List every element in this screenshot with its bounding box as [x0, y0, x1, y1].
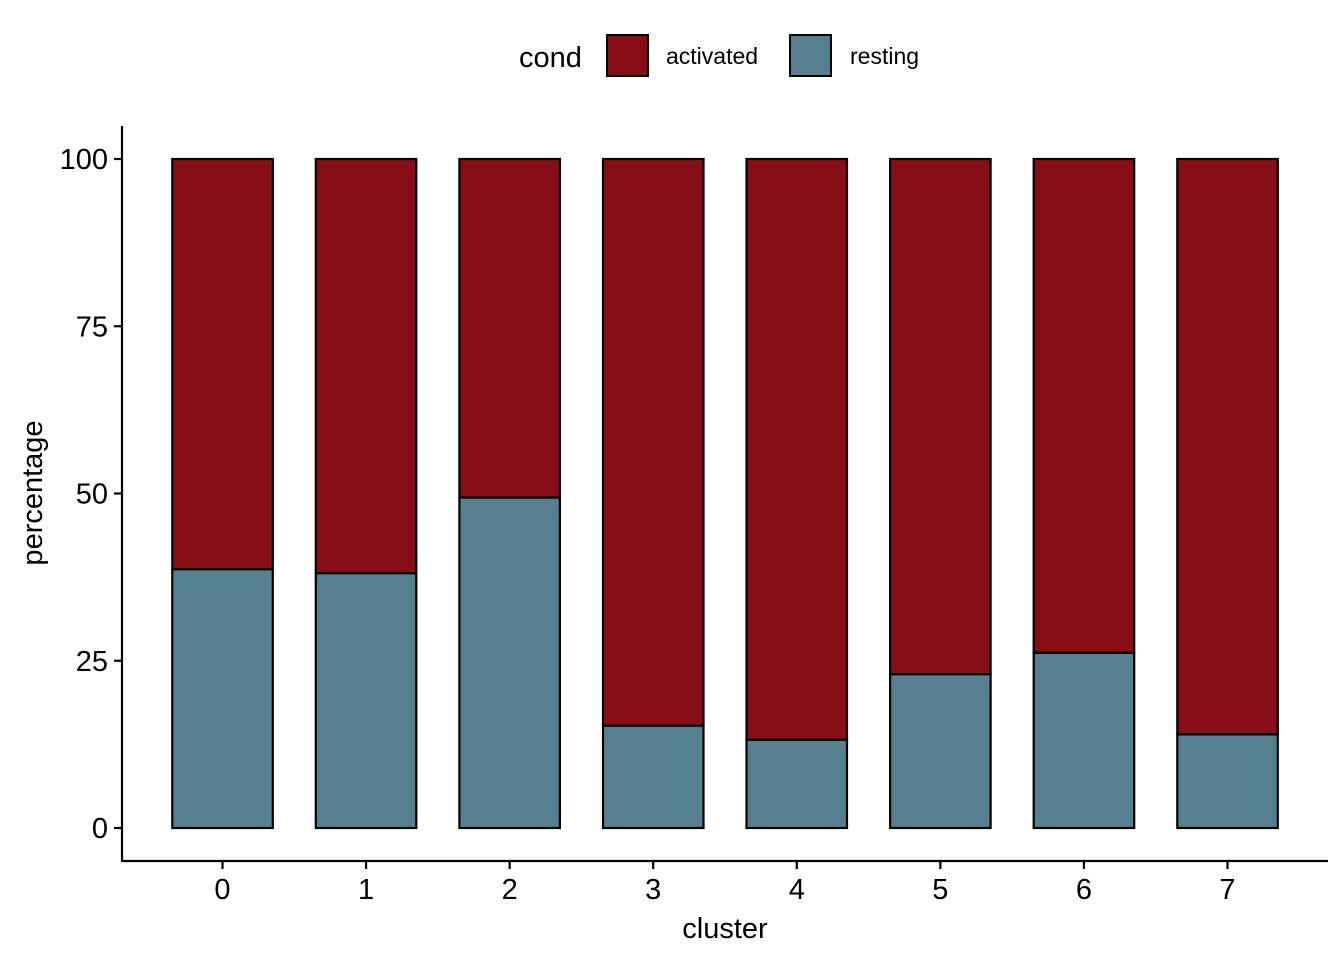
y-tick-label-75: 75 [76, 311, 108, 343]
x-tick-label-4: 4 [789, 874, 805, 906]
bar-resting-cluster-6 [1032, 651, 1136, 830]
bars-layer [171, 157, 1279, 830]
x-tick-label-6: 6 [1076, 874, 1092, 906]
bar-activated-cluster-3 [601, 157, 705, 727]
legend-swatch-activated [606, 34, 649, 77]
y-tick-label-50: 50 [76, 479, 108, 511]
x-tick-label-1: 1 [358, 874, 374, 906]
x-axis-title: cluster [682, 913, 768, 945]
x-axis-ticks: 0 1 2 3 4 5 6 7 [214, 861, 1236, 906]
x-tick-label-7: 7 [1219, 874, 1235, 906]
bar-resting-cluster-5 [888, 672, 992, 830]
bar-resting-cluster-2 [458, 496, 561, 830]
x-tick-label-2: 2 [502, 874, 518, 906]
bar-resting-cluster-1 [314, 571, 418, 830]
bar-resting-cluster-7 [1176, 733, 1279, 830]
legend-label-resting: resting [850, 43, 919, 69]
bar-activated-cluster-4 [745, 157, 849, 741]
bar-activated-cluster-5 [888, 157, 992, 676]
x-tick-label-5: 5 [932, 874, 948, 906]
legend-title: cond [519, 42, 582, 74]
bar-activated-cluster-7 [1176, 157, 1279, 736]
y-axis-ticks: 0 25 50 75 100 [60, 144, 122, 845]
legend-label-activated: activated [666, 43, 758, 69]
bar-activated-cluster-6 [1032, 157, 1136, 654]
bar-resting-cluster-3 [601, 724, 705, 830]
legend-swatch-resting [789, 34, 832, 77]
y-tick-label-0: 0 [92, 813, 108, 845]
y-tick-label-100: 100 [60, 144, 108, 176]
y-tick-label-25: 25 [76, 646, 108, 678]
y-axis-title: percentage [17, 420, 49, 565]
bar-activated-cluster-0 [171, 157, 274, 571]
legend: cond activated resting [519, 34, 919, 77]
x-tick-label-3: 3 [645, 874, 661, 906]
bar-activated-cluster-2 [458, 157, 561, 499]
x-tick-label-0: 0 [214, 874, 230, 906]
bar-resting-cluster-4 [745, 738, 849, 830]
bar-activated-cluster-1 [314, 157, 418, 575]
bar-resting-cluster-0 [171, 567, 274, 830]
